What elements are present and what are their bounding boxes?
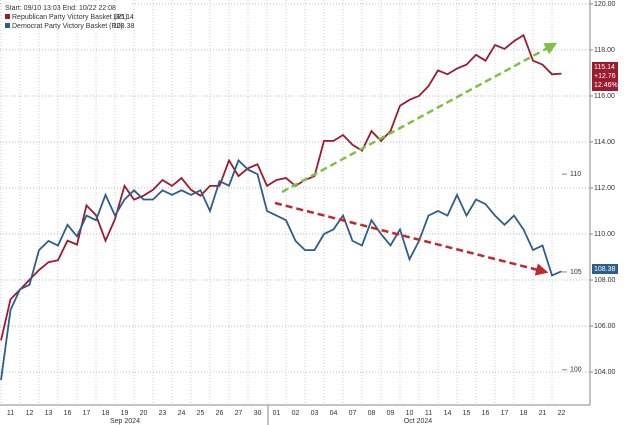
- value-box: [592, 264, 618, 274]
- trend-arrow-up: [281, 42, 558, 194]
- x-tick-label: 01: [273, 410, 281, 417]
- x-tick-label: 18: [102, 410, 110, 417]
- y2-tick-label: 110.00: [594, 231, 615, 238]
- x-tick-label: 10: [406, 410, 414, 417]
- legend-value: 115.14: [113, 14, 134, 21]
- y2-tick-label: 120.00: [594, 1, 616, 8]
- x-tick-label: 13: [45, 410, 53, 417]
- x-tick-label: 22: [558, 410, 566, 417]
- legend-label: Republican Party Victory Basket (R1): [12, 14, 127, 21]
- legend: Start: 09/10 13:03 End: 10/22 22:08 Repu…: [2, 2, 135, 31]
- x-tick-label: 03: [311, 410, 319, 417]
- x-tick-label: 14: [444, 410, 452, 417]
- legend-swatch: [5, 23, 10, 28]
- series-line: [0, 158, 562, 381]
- legend-value: 108.38: [113, 23, 135, 30]
- legend-box: [2, 2, 132, 31]
- x-tick-label: 11: [7, 410, 14, 417]
- y2-tick-label: 112.00: [594, 185, 615, 192]
- x-tick-label: 23: [159, 410, 167, 417]
- x-tick-label: 25: [197, 410, 205, 417]
- x-tick-label: 18: [520, 410, 528, 417]
- value-box-pct: 12.46%: [594, 82, 618, 89]
- x-tick-label: 30: [254, 410, 262, 417]
- trend-arrow-down: [274, 201, 549, 276]
- value-box-label: 108.38: [594, 266, 616, 273]
- y-tick-label: 110: [570, 171, 581, 178]
- y2-tick-label: 106.00: [594, 323, 616, 330]
- y-tick-label: 100: [570, 367, 582, 374]
- y2-tick-label: 108.00: [594, 277, 616, 284]
- x-tick-label: 21: [539, 410, 547, 417]
- x-tick-label: 02: [292, 410, 300, 417]
- month-label: Oct 2024: [404, 418, 433, 425]
- x-tick-label: 24: [178, 410, 186, 417]
- legend-label: Democrat Party Victory Basket (R2): [12, 23, 123, 30]
- x-tick-label: 17: [83, 410, 91, 417]
- y-tick-label: 105: [570, 269, 582, 276]
- value-box: [592, 62, 618, 91]
- x-tick-label: 26: [216, 410, 224, 417]
- x-tick-label: 17: [501, 410, 509, 417]
- series-line: [0, 33, 562, 341]
- x-tick-label: 19: [121, 410, 129, 417]
- value-box-label: 115.14: [594, 64, 615, 71]
- x-tick-label: 09: [387, 410, 395, 417]
- x-tick-label: 12: [26, 410, 34, 417]
- x-tick-label: 15: [463, 410, 471, 417]
- x-tick-label: 07: [349, 410, 357, 417]
- y2-tick-label: 104.00: [594, 369, 616, 376]
- x-tick-label: 11: [425, 410, 432, 417]
- x-tick-label: 27: [235, 410, 243, 417]
- lines: [0, 33, 562, 381]
- subtitle: Start: 09/10 13:03 End: 10/22 22:08: [5, 5, 116, 12]
- month-label: Sep 2024: [110, 418, 140, 425]
- x-tick-label: 16: [482, 410, 490, 417]
- y2-tick-label: 114.00: [594, 139, 615, 146]
- value-box-change: +12.76: [594, 73, 616, 80]
- x-tick-label: 20: [140, 410, 148, 417]
- x-tick-label: 16: [64, 410, 72, 417]
- x-tick-label: 08: [368, 410, 376, 417]
- y2-tick-label: 116.00: [594, 93, 615, 100]
- legend-swatch: [5, 14, 10, 19]
- y2-tick-label: 118.00: [594, 47, 615, 54]
- grid: [0, 0, 590, 405]
- x-tick-label: 04: [330, 410, 338, 417]
